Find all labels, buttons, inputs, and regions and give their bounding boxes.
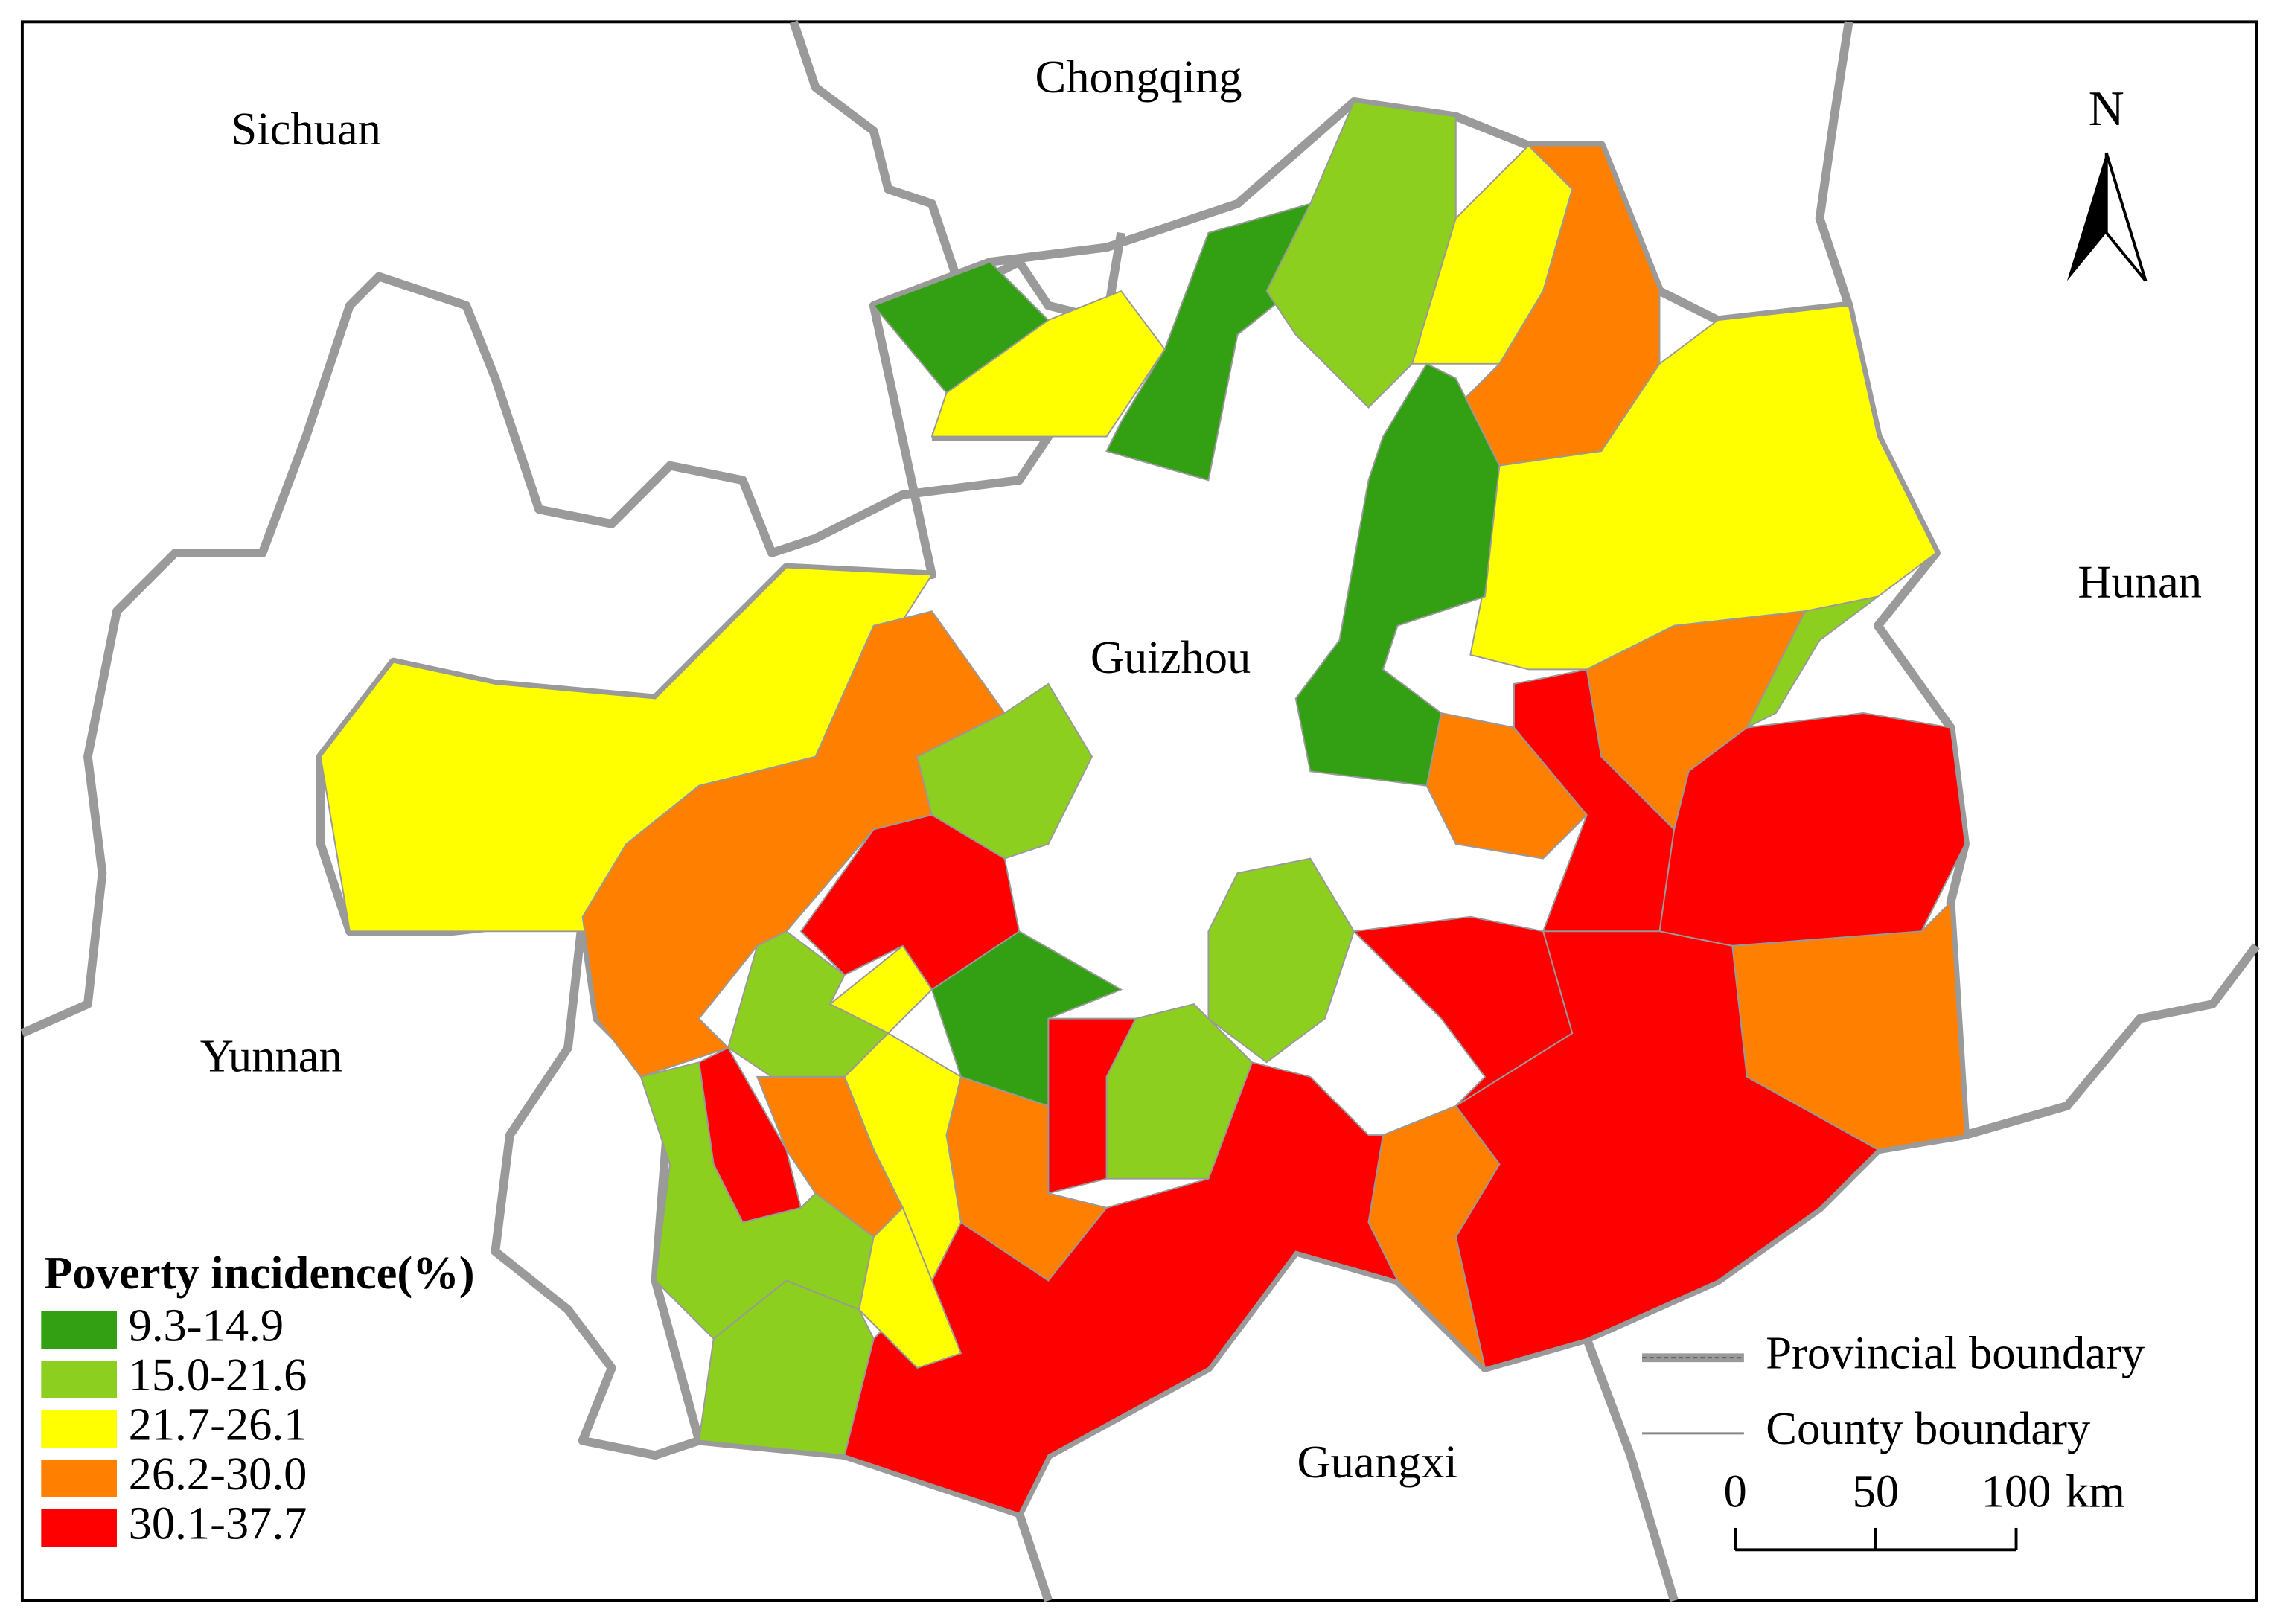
legend-label: 21.7-26.1 <box>129 1398 307 1450</box>
legend-swatch <box>41 1311 117 1349</box>
county <box>697 1279 875 1457</box>
boundary-label: County boundary <box>1766 1402 2091 1454</box>
guizhou-outline <box>316 97 1970 1518</box>
boundary <box>20 272 1053 1038</box>
arrow-half <box>2104 152 2148 282</box>
scale-unit: km <box>2066 1465 2125 1517</box>
legend-swatch <box>41 1361 117 1398</box>
legend-swatch <box>41 1410 117 1448</box>
legend-label: 15.0-21.6 <box>129 1349 307 1401</box>
arrow-half <box>2066 153 2107 281</box>
legend-label: 9.3-14.9 <box>129 1299 284 1351</box>
county <box>858 1206 962 1369</box>
legend: 9.3-14.915.0-21.621.7-26.126.2-30.030.1-… <box>41 1299 307 1549</box>
boundary <box>1964 943 2260 1139</box>
region-label: Guizhou <box>1090 631 1251 683</box>
boundary <box>1583 1337 1679 1602</box>
boundary-label: Provincial boundary <box>1766 1327 2145 1379</box>
county <box>799 813 1021 991</box>
county <box>916 682 1093 860</box>
region-label: Sichuan <box>231 103 381 155</box>
boundary <box>1015 1512 1053 1602</box>
county <box>1658 712 1967 947</box>
county <box>1745 595 1879 729</box>
counties <box>319 100 1967 1515</box>
legend-label: 30.1-37.7 <box>129 1497 307 1549</box>
legend-label: 26.2-30.0 <box>129 1448 307 1500</box>
boundary <box>1815 21 1853 307</box>
scale-label: 0 <box>1724 1465 1747 1517</box>
north-label: N <box>2089 82 2124 136</box>
scale-label: 50 <box>1853 1465 1900 1517</box>
labels: Sichuan Chongqing Hunan Guizhou Yunnan Guangx… <box>200 51 2202 1488</box>
region-label: Chongqing <box>1035 51 1242 103</box>
region-label: Guangxi <box>1297 1436 1457 1488</box>
legend-title: Poverty incidence(%) <box>44 1247 474 1299</box>
scale-bar: 0 50 100 km <box>1724 1465 2125 1552</box>
legend-swatch <box>41 1509 117 1547</box>
north-arrow: N <box>2066 82 2148 282</box>
region-label: Yunnan <box>200 1030 342 1082</box>
county <box>1207 857 1355 1064</box>
legend-swatch <box>41 1460 117 1497</box>
region-label: Hunan <box>2078 555 2202 607</box>
scale-label: 100 <box>1982 1465 2051 1517</box>
boundary <box>491 916 700 1460</box>
